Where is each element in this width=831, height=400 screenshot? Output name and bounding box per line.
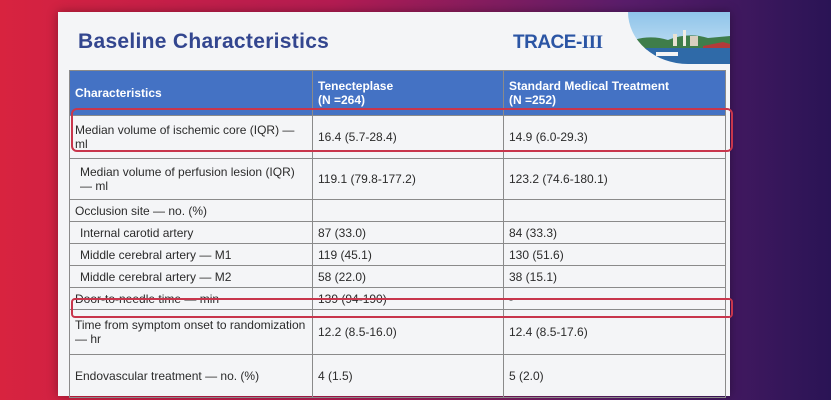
- table-row: Median volume of perfusion lesion (IQR) …: [69, 158, 726, 200]
- standard-treatment-value: [503, 199, 726, 222]
- table-header-row: Characteristics Tenecteplase (N =264) Sta…: [69, 70, 726, 116]
- standard-treatment-value: 123.2 (74.6-180.1): [503, 158, 726, 200]
- header-standard-treatment: Standard Medical Treatment (N =252): [503, 70, 726, 116]
- table-row: Time from symptom onset to randomization…: [69, 309, 726, 355]
- logo-roman-numeral: III: [581, 32, 603, 53]
- row-label: Time from symptom onset to randomization…: [69, 309, 313, 355]
- standard-treatment-value: 84 (33.3): [503, 221, 726, 244]
- standard-treatment-value: 38 (15.1): [503, 265, 726, 288]
- baseline-table: Characteristics Tenecteplase (N =264) Sta…: [69, 70, 733, 398]
- standard-treatment-value: -: [503, 287, 726, 310]
- row-label: Internal carotid artery: [69, 221, 313, 244]
- tenecteplase-value: 87 (33.0): [312, 221, 504, 244]
- standard-treatment-value: 14.9 (6.0-29.3): [503, 115, 726, 159]
- row-label: Middle cerebral artery — M2: [69, 265, 313, 288]
- tenecteplase-value: [312, 199, 504, 222]
- tenecteplase-value: 4 (1.5): [312, 354, 504, 398]
- table-row: Endovascular treatment — no. (%) 4 (1.5)…: [69, 354, 726, 398]
- header-characteristics: Characteristics: [69, 70, 313, 116]
- row-label: Median volume of ischemic core (IQR) — m…: [69, 115, 313, 159]
- slide: Baseline Characteristics TRACE-III: [58, 12, 733, 398]
- tenecteplase-value: 139 (94-190): [312, 287, 504, 310]
- tenecteplase-value: 58 (22.0): [312, 265, 504, 288]
- table-row: Door-to-needle time — min 139 (94-190) -: [69, 287, 726, 310]
- trial-logo: TRACE-III: [513, 32, 603, 54]
- table-row: Occlusion site — no. (%): [69, 199, 726, 222]
- tenecteplase-value: 16.4 (5.7-28.4): [312, 115, 504, 159]
- row-label: Middle cerebral artery — M1: [69, 243, 313, 266]
- standard-treatment-value: 12.4 (8.5-17.6): [503, 309, 726, 355]
- table-row: Internal carotid artery 87 (33.0) 84 (33…: [69, 221, 726, 244]
- table-row: Middle cerebral artery — M1 119 (45.1) 1…: [69, 243, 726, 266]
- row-label: Occlusion site — no. (%): [69, 199, 313, 222]
- standard-treatment-value: 5 (2.0): [503, 354, 726, 398]
- row-label: Endovascular treatment — no. (%): [69, 354, 313, 398]
- tenecteplase-value: 119 (45.1): [312, 243, 504, 266]
- standard-treatment-value: 130 (51.6): [503, 243, 726, 266]
- row-label: Door-to-needle time — min: [69, 287, 313, 310]
- slide-title: Baseline Characteristics: [78, 30, 330, 53]
- tenecteplase-value: 12.2 (8.5-16.0): [312, 309, 504, 355]
- row-label: Median volume of perfusion lesion (IQR) …: [69, 158, 313, 200]
- city-photo-image: [628, 12, 730, 64]
- table-row: Median volume of ischemic core (IQR) — m…: [69, 115, 726, 159]
- logo-text: TRACE-: [513, 32, 582, 53]
- table-row: Middle cerebral artery — M2 58 (22.0) 38…: [69, 265, 726, 288]
- header-tenecteplase: Tenecteplase (N =264): [312, 70, 504, 116]
- tenecteplase-value: 119.1 (79.8-177.2): [312, 158, 504, 200]
